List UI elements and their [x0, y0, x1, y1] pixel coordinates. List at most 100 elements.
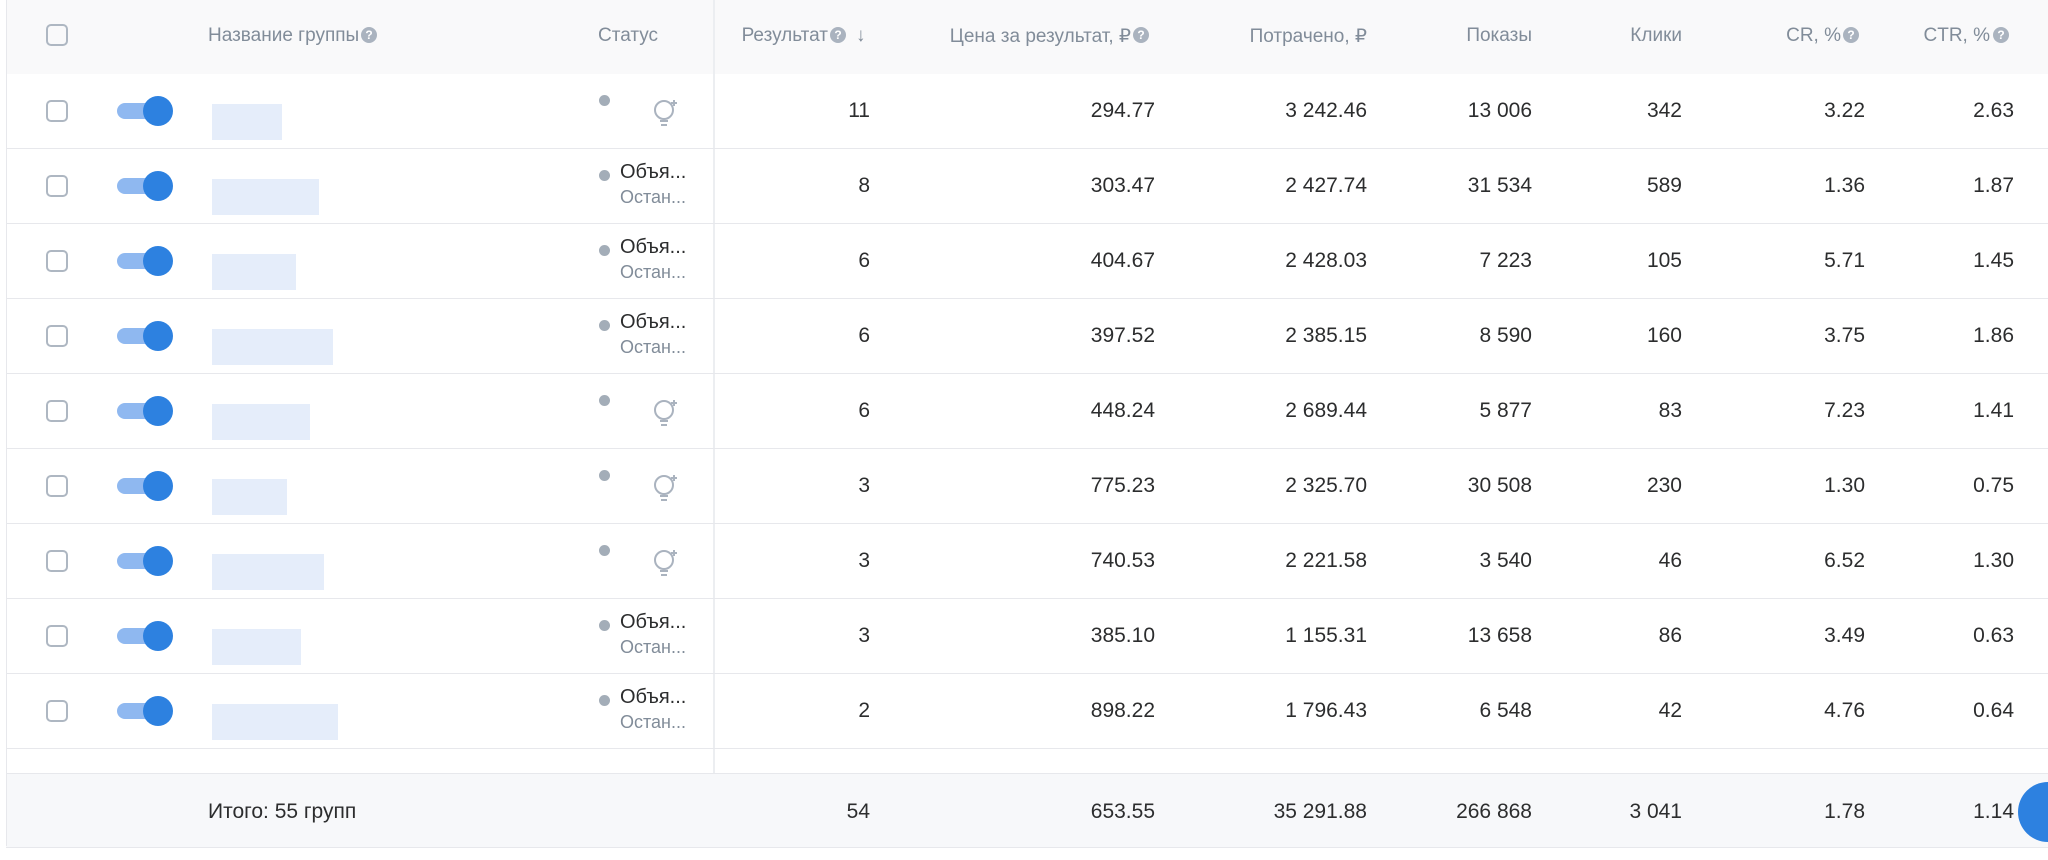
status-main: Объя... [620, 611, 687, 633]
row-checkbox[interactable] [46, 700, 68, 722]
select-all-checkbox[interactable] [46, 24, 68, 46]
row-separator [6, 373, 2048, 374]
sort-arrow[interactable]: ↓ [856, 25, 866, 46]
status-main: Объя... [620, 161, 687, 183]
redacted-name [212, 554, 324, 590]
cell-value: 7.23 [1824, 399, 1865, 422]
status-sub: Остан... [620, 262, 686, 282]
cell-value: 13 006 [1467, 99, 1532, 122]
help-icon[interactable]: ? [361, 27, 377, 43]
cell-value: 5 877 [1479, 399, 1532, 422]
status-toggle[interactable] [117, 396, 173, 426]
help-icon[interactable]: ? [1133, 27, 1149, 43]
column-header[interactable]: Потрачено, ₽ [1249, 26, 1367, 47]
cell-value: 2 689.44 [1285, 399, 1367, 422]
redacted-name [212, 179, 319, 215]
cell-value: 1.45 [1973, 249, 2014, 272]
cell-value: 230 [1646, 474, 1682, 497]
cell-value: 1 155.31 [1285, 624, 1367, 647]
redacted-name [212, 704, 338, 740]
cell-value: 2 [858, 699, 870, 722]
recommendation-icon[interactable] [652, 548, 680, 578]
cell-value: 5.71 [1824, 249, 1865, 272]
redacted-name [212, 629, 301, 665]
cell-value: 397.52 [1090, 324, 1155, 347]
cell-value: 8 590 [1479, 324, 1532, 347]
cell-value: 775.23 [1090, 474, 1155, 497]
footer-value: 1.78 [1824, 800, 1865, 823]
cell-value: 1.87 [1973, 174, 2014, 197]
cell-value: 3 242.46 [1285, 99, 1367, 122]
column-header[interactable]: Цена за результат, ₽ [949, 26, 1131, 47]
column-header[interactable]: Показы [1466, 25, 1532, 46]
help-icon[interactable]: ? [830, 27, 846, 43]
status-toggle[interactable] [117, 696, 173, 726]
cell-value: 105 [1646, 249, 1682, 272]
row-separator [6, 673, 2048, 674]
cell-value: 6 [858, 324, 870, 347]
cell-value: 31 534 [1467, 174, 1532, 197]
footer-value: 54 [846, 800, 870, 823]
status-dot [599, 95, 610, 106]
cell-value: 898.22 [1090, 699, 1155, 722]
cell-value: 385.10 [1090, 624, 1155, 647]
status-toggle[interactable] [117, 171, 173, 201]
help-icon[interactable]: ? [1993, 27, 2009, 43]
cell-value: 303.47 [1090, 174, 1155, 197]
cell-value: 3 [858, 474, 870, 497]
footer-value: 653.55 [1090, 800, 1155, 823]
cell-value: 2 428.03 [1285, 249, 1367, 272]
recommendation-icon[interactable] [652, 98, 680, 128]
column-header[interactable]: CTR, % [1923, 25, 1991, 46]
column-header[interactable]: Клики [1630, 25, 1682, 46]
status-main: Объя... [620, 686, 687, 708]
status-dot [599, 470, 610, 481]
row-checkbox[interactable] [46, 325, 68, 347]
status-toggle[interactable] [117, 321, 173, 351]
table-border [6, 0, 7, 846]
status-dot [599, 320, 610, 331]
recommendation-icon[interactable] [652, 473, 680, 503]
status-sub: Остан... [620, 712, 686, 732]
recommendation-icon[interactable] [652, 398, 680, 428]
cell-value: 83 [1658, 399, 1682, 422]
status-main: Объя... [620, 311, 687, 333]
row-checkbox[interactable] [46, 175, 68, 197]
help-icon[interactable]: ? [1843, 27, 1859, 43]
column-header[interactable]: CR, % [1786, 25, 1841, 46]
row-checkbox[interactable] [46, 400, 68, 422]
row-checkbox[interactable] [46, 250, 68, 272]
cell-value: 42 [1658, 699, 1682, 722]
cell-value: 294.77 [1090, 99, 1155, 122]
cell-value: 3 [858, 624, 870, 647]
row-checkbox[interactable] [46, 100, 68, 122]
cell-value: 46 [1658, 549, 1682, 572]
status-toggle[interactable] [117, 96, 173, 126]
row-separator [6, 298, 2048, 299]
cell-value: 3 [858, 549, 870, 572]
status-toggle[interactable] [117, 471, 173, 501]
status-toggle[interactable] [117, 546, 173, 576]
cell-value: 86 [1658, 624, 1682, 647]
cell-value: 589 [1646, 174, 1682, 197]
column-header[interactable]: Результат [741, 25, 828, 46]
cell-value: 3 540 [1479, 549, 1532, 572]
cell-value: 1.36 [1824, 174, 1865, 197]
status-toggle[interactable] [117, 621, 173, 651]
column-header[interactable]: Название группы [208, 25, 360, 46]
row-checkbox[interactable] [46, 625, 68, 647]
redacted-name [212, 254, 296, 290]
row-checkbox[interactable] [46, 550, 68, 572]
status-dot [599, 620, 610, 631]
cell-value: 6 [858, 249, 870, 272]
column-header[interactable]: Статус [598, 25, 659, 46]
cell-value: 2 221.58 [1285, 549, 1367, 572]
row-checkbox[interactable] [46, 475, 68, 497]
status-toggle[interactable] [117, 246, 173, 276]
cell-value: 3.75 [1824, 324, 1865, 347]
cell-value: 7 223 [1479, 249, 1532, 272]
status-dot [599, 695, 610, 706]
footer-value: 3 041 [1629, 800, 1682, 823]
cell-value: 4.76 [1824, 699, 1865, 722]
